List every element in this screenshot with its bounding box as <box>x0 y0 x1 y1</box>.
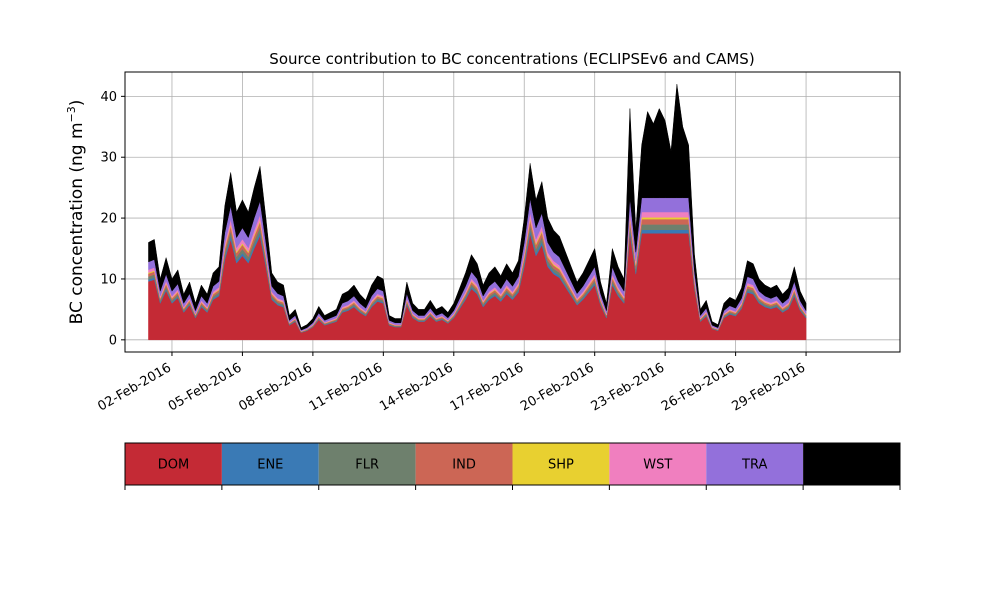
legend-swatch-shp <box>512 443 610 485</box>
legend-swatch-flr <box>318 443 416 485</box>
y-axis-label: BC concentration (ng m−3) <box>65 100 87 325</box>
legend-label: ENE <box>257 458 283 473</box>
x-tick-label: 29-Feb-2016 <box>730 360 809 414</box>
y-tick-label: 20 <box>100 212 117 227</box>
legend-label: WST <box>643 458 672 473</box>
chart-title: Source contribution to BC concentrations… <box>269 50 754 68</box>
legend-swatch-ene <box>221 443 319 485</box>
legend-label: SHP <box>548 458 574 473</box>
legend-label: IND <box>452 458 476 473</box>
legend-label: TRA <box>741 458 767 473</box>
stacked-areas <box>148 84 807 341</box>
y-axis-label-close: ) <box>67 100 87 107</box>
x-tick-label: 02-Feb-2016 <box>95 360 174 414</box>
area-bb <box>148 84 807 331</box>
x-tick-label: 17-Feb-2016 <box>448 360 527 414</box>
x-tick-label: 26-Feb-2016 <box>659 360 738 414</box>
y-axis-label-text: BC concentration (ng m <box>67 122 87 324</box>
plot-frame <box>124 71 901 353</box>
plot-area: 0 10 20 30 40 02-Feb-201605-Feb-201608-Feb-2… <box>95 71 901 414</box>
x-tick-label: 08-Feb-2016 <box>236 360 315 414</box>
x-tick-label: 11-Feb-2016 <box>307 360 386 414</box>
x-axis-ticks: 02-Feb-201605-Feb-201608-Feb-201611-Feb-… <box>95 352 808 414</box>
y-tick-label: 10 <box>100 272 117 287</box>
y-tick-label: 30 <box>100 151 117 166</box>
legend-swatch-bb <box>803 443 900 485</box>
x-tick-label: 05-Feb-2016 <box>166 360 245 414</box>
y-axis-label-superscript: −3 <box>65 106 78 122</box>
legend: DOM ENE FLR IND SHP WST TRA BB <box>124 442 901 490</box>
y-tick-label: 40 <box>100 90 117 105</box>
legend-swatch-wst <box>609 443 707 485</box>
y-axis-ticks: 0 10 20 30 40 <box>100 90 125 348</box>
legend-label: BB <box>843 458 861 473</box>
legend-label: FLR <box>355 458 379 473</box>
x-tick-label: 20-Feb-2016 <box>518 360 597 414</box>
legend-swatch-tra <box>706 443 804 485</box>
x-tick-label: 23-Feb-2016 <box>589 360 668 414</box>
legend-label: DOM <box>158 458 189 473</box>
legend-swatch-ind <box>415 443 513 485</box>
legend-swatch-dom <box>125 443 222 485</box>
x-tick-label: 14-Feb-2016 <box>377 360 456 414</box>
y-tick-label: 0 <box>109 333 117 348</box>
